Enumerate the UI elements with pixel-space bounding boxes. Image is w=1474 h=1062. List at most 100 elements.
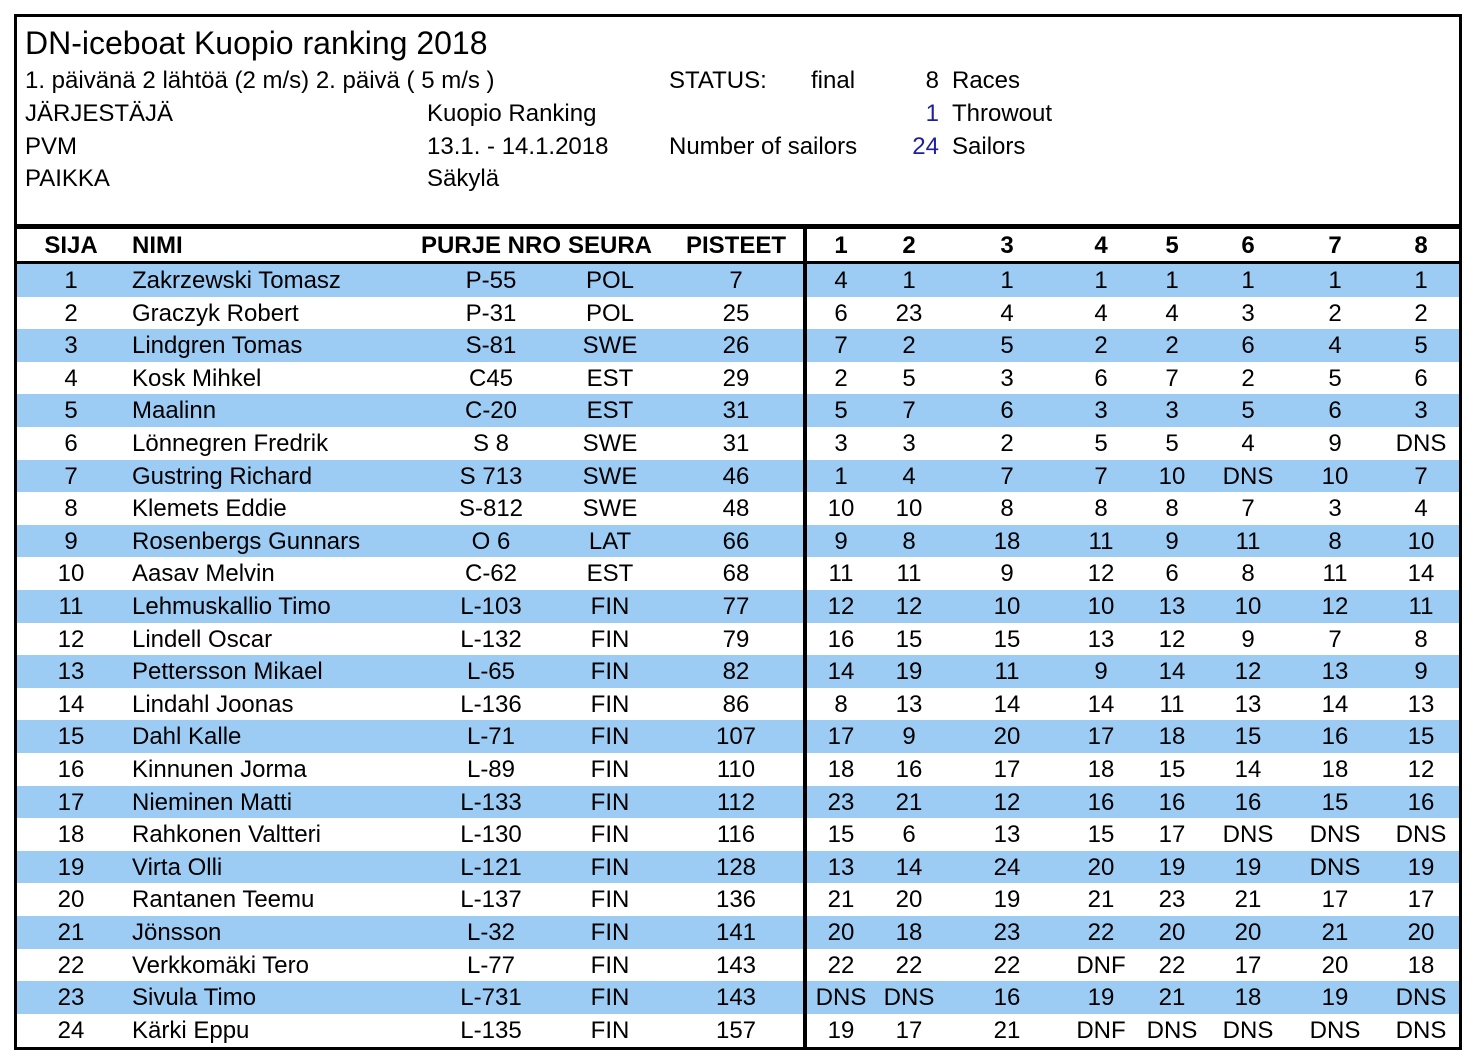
race-3-cell: 15 xyxy=(993,625,1021,653)
sail-cell: S 8 xyxy=(472,430,510,457)
name-cell: Rahkonen Valtteri xyxy=(132,821,321,849)
table-row: 22 Verkkomäki Tero L-77 FIN 143 22 22 22 DNF 22 17… xyxy=(17,949,1459,982)
table-row: 17 Nieminen Matti L-133 FIN 112 23 21 12 16 16 16 1… xyxy=(17,785,1459,819)
race-6-cell: 7 xyxy=(1241,495,1255,523)
race-7-cell: 16 xyxy=(1321,723,1349,751)
status-value: final xyxy=(811,67,856,94)
col-race-2-header: 2 xyxy=(902,232,916,259)
race-2-cell: 10 xyxy=(895,495,923,523)
col-sail-header: PURJE NRO xyxy=(421,229,561,261)
race-1-cell: 18 xyxy=(827,756,855,783)
col-race-8-header: 8 xyxy=(1414,232,1428,259)
race-1-cell: 17 xyxy=(827,723,855,751)
club-cell: SWE xyxy=(582,430,638,457)
race-2-cell: 21 xyxy=(895,788,923,816)
race-6-cell: 19 xyxy=(1234,853,1262,881)
name-cell: Jönsson xyxy=(132,919,222,946)
sail-cell: L-32 xyxy=(466,919,516,946)
race-7-cell: 15 xyxy=(1321,788,1349,816)
club-cell: FIN xyxy=(590,951,630,979)
race-1-cell: 11 xyxy=(828,560,854,588)
race-6-cell: 20 xyxy=(1234,919,1262,946)
race-4-cell: 12 xyxy=(1087,560,1115,588)
sail-cell: S-81 xyxy=(465,332,517,360)
race-3-cell: 19 xyxy=(993,886,1021,914)
rank-cell: 9 xyxy=(64,527,78,555)
sail-cell: S 713 xyxy=(459,462,523,490)
race-1-cell: 16 xyxy=(827,625,855,653)
organizer-value: Kuopio Ranking xyxy=(427,100,597,127)
points-cell: 26 xyxy=(722,332,750,360)
race-8-cell: 7 xyxy=(1414,462,1428,490)
sail-cell: P-55 xyxy=(465,267,517,294)
rank-cell: 22 xyxy=(57,951,85,979)
race-5-cell: 15 xyxy=(1158,756,1186,783)
race-3-cell: 24 xyxy=(993,853,1021,881)
race-1-cell: 14 xyxy=(827,658,855,686)
race-5-cell: 7 xyxy=(1165,364,1179,392)
sail-cell: L-135 xyxy=(460,1016,522,1044)
race-2-cell: 9 xyxy=(902,723,916,751)
race-2-cell: 19 xyxy=(895,658,923,686)
name-cell: Rantanen Teemu xyxy=(132,886,315,914)
race-7-cell: 5 xyxy=(1328,364,1342,392)
table-row: 2 Graczyk Robert P-31 POL 25 6 23 4 4 4 3 2 2 xyxy=(17,297,1459,330)
race-1-cell: 15 xyxy=(827,821,855,849)
race-8-cell: 10 xyxy=(1407,527,1435,555)
club-cell: FIN xyxy=(590,886,630,914)
race-6-cell: 16 xyxy=(1234,788,1262,816)
race-2-cell: 16 xyxy=(895,756,923,783)
race-1-cell: 5 xyxy=(834,397,848,425)
race-4-cell: 7 xyxy=(1094,462,1108,490)
race-3-cell: 1 xyxy=(1000,267,1014,294)
race-4-cell: DNF xyxy=(1076,1016,1126,1044)
race-3-cell: 4 xyxy=(1000,299,1014,327)
table-row: 19 Virta Olli L-121 FIN 128 13 14 24 20 19 19 DNS 19 xyxy=(17,850,1459,884)
points-cell: 116 xyxy=(716,821,756,849)
race-8-cell: 11 xyxy=(1408,593,1434,620)
race-7-cell: 13 xyxy=(1321,658,1349,686)
results-sheet: DN-iceboat Kuopio ranking 2018 1. päivän… xyxy=(14,14,1462,1050)
col-points-header: PISTEET xyxy=(685,232,787,259)
club-cell: FIN xyxy=(590,756,630,783)
club-cell: FIN xyxy=(590,788,630,816)
race-6-cell: 12 xyxy=(1234,658,1262,686)
race-7-cell: 12 xyxy=(1321,593,1349,620)
race-5-cell: 22 xyxy=(1158,951,1186,979)
sail-cell: C-62 xyxy=(464,560,518,588)
rank-cell: 5 xyxy=(64,397,78,425)
rank-cell: 20 xyxy=(57,886,85,914)
race-5-cell: 8 xyxy=(1165,495,1179,523)
race-4-cell: 4 xyxy=(1094,299,1108,327)
sail-cell: S-812 xyxy=(458,495,524,523)
race-1-cell: 3 xyxy=(834,430,848,457)
sail-cell: C45 xyxy=(468,364,514,392)
club-cell: FIN xyxy=(590,853,630,881)
race-1-cell: 2 xyxy=(834,364,848,392)
race-8-cell: 5 xyxy=(1414,332,1428,360)
name-cell: Nieminen Matti xyxy=(132,788,293,816)
points-cell: 157 xyxy=(715,1016,757,1044)
table-row: 20 Rantanen Teemu L-137 FIN 136 21 20 19 21 23 21 1… xyxy=(17,883,1459,916)
race-4-cell: 17 xyxy=(1087,723,1115,751)
race-4-cell: 21 xyxy=(1087,886,1115,914)
race-4-cell: 8 xyxy=(1094,495,1108,523)
name-cell: Lindell Oscar xyxy=(132,625,273,653)
sail-cell: O 6 xyxy=(471,527,511,555)
race-1-cell: 9 xyxy=(834,527,848,555)
organizer-label: JÄRJESTÄJÄ xyxy=(25,100,174,127)
race-3-cell: 13 xyxy=(993,821,1021,849)
throwout-count: 1 xyxy=(925,100,939,127)
race-7-cell: 7 xyxy=(1328,625,1342,653)
race-6-cell: DNS xyxy=(1222,1016,1274,1044)
points-cell: 86 xyxy=(722,690,750,718)
race-1-cell: 23 xyxy=(827,788,855,816)
rank-cell: 3 xyxy=(64,332,78,360)
points-cell: 68 xyxy=(722,560,750,588)
table-row: 14 Lindahl Joonas L-136 FIN 86 8 13 14 14 11 13 14 1… xyxy=(17,688,1459,721)
name-cell: Maalinn xyxy=(132,397,217,425)
points-cell: 25 xyxy=(722,299,750,327)
name-cell: Verkkomäki Tero xyxy=(132,951,309,979)
race-3-cell: 8 xyxy=(1000,495,1014,523)
table-row: 5 Maalinn C-20 EST 31 5 7 6 3 3 5 6 3 xyxy=(17,394,1459,427)
